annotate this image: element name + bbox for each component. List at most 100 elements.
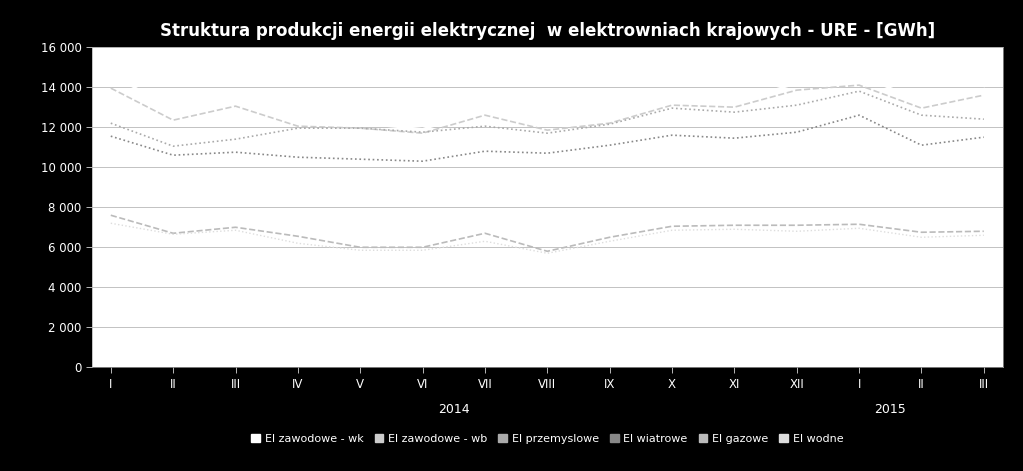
El wodne	[354, 247, 366, 253]
El gazowe	[541, 249, 553, 254]
El wodne	[104, 220, 117, 226]
El zawodowe - wb	[354, 125, 366, 131]
El wodne	[416, 247, 429, 253]
El wiatrowe	[167, 153, 179, 158]
Line: El gazowe: El gazowe	[110, 215, 984, 252]
El wiatrowe	[666, 132, 678, 138]
El wiatrowe	[978, 134, 990, 140]
El wodne	[541, 251, 553, 256]
El zawodowe - wk	[728, 99, 741, 105]
El zawodowe - wb	[104, 85, 117, 91]
El gazowe	[416, 244, 429, 250]
El wodne	[978, 233, 990, 238]
El gazowe	[292, 234, 304, 239]
El wodne	[728, 227, 741, 232]
El gazowe	[604, 235, 616, 240]
El wiatrowe	[916, 142, 928, 148]
El zawodowe - wb	[604, 120, 616, 126]
El wodne	[167, 231, 179, 237]
El zawodowe - wb	[416, 130, 429, 136]
El zawodowe - wk	[292, 119, 304, 125]
El gazowe	[791, 222, 803, 228]
El wodne	[853, 226, 865, 231]
Text: 2014: 2014	[438, 404, 470, 416]
El zawodowe - wb	[666, 102, 678, 108]
El zawodowe - wk	[853, 73, 865, 78]
El gazowe	[666, 223, 678, 229]
El przemyslowe	[416, 130, 429, 135]
El zawodowe - wk	[104, 71, 117, 77]
El zawodowe - wk	[916, 98, 928, 104]
El przemyslowe	[791, 102, 803, 108]
El przemyslowe	[479, 123, 491, 129]
El gazowe	[479, 230, 491, 236]
El gazowe	[728, 222, 741, 228]
El wodne	[666, 227, 678, 233]
Line: El wodne: El wodne	[110, 223, 984, 253]
El wodne	[916, 235, 928, 240]
El zawodowe - wk	[541, 122, 553, 128]
El zawodowe - wk	[791, 80, 803, 86]
El zawodowe - wb	[292, 123, 304, 129]
El wiatrowe	[853, 112, 865, 118]
Legend: El zawodowe - wk, El zawodowe - wb, El przemyslowe, El wiatrowe, El gazowe, El w: El zawodowe - wk, El zawodowe - wb, El p…	[247, 429, 848, 448]
Title: Struktura produkcji energii elektrycznej  w elektrowniach krajowych - URE - [GWh: Struktura produkcji energii elektrycznej…	[160, 22, 935, 40]
El przemyslowe	[604, 122, 616, 127]
El zawodowe - wk	[354, 120, 366, 126]
El zawodowe - wk	[978, 86, 990, 92]
El wodne	[479, 238, 491, 244]
El zawodowe - wk	[229, 97, 241, 103]
El zawodowe - wk	[604, 114, 616, 120]
El zawodowe - wk	[666, 95, 678, 101]
El przemyslowe	[728, 109, 741, 115]
El przemyslowe	[104, 120, 117, 126]
El zawodowe - wb	[541, 127, 553, 133]
El wiatrowe	[292, 154, 304, 160]
El zawodowe - wk	[167, 106, 179, 112]
El przemyslowe	[229, 137, 241, 142]
El wodne	[604, 238, 616, 244]
El wiatrowe	[791, 130, 803, 135]
El przemyslowe	[916, 112, 928, 118]
El wiatrowe	[541, 150, 553, 156]
El gazowe	[167, 230, 179, 236]
El wodne	[292, 240, 304, 246]
El gazowe	[229, 225, 241, 230]
El wiatrowe	[604, 142, 616, 148]
El zawodowe - wk	[479, 107, 491, 113]
El zawodowe - wb	[978, 92, 990, 98]
El wiatrowe	[416, 158, 429, 164]
El przemyslowe	[354, 125, 366, 131]
Text: 2015: 2015	[875, 404, 906, 416]
El gazowe	[104, 212, 117, 218]
Line: El zawodowe - wk: El zawodowe - wk	[110, 74, 984, 129]
El wiatrowe	[479, 148, 491, 154]
El przemyslowe	[978, 116, 990, 122]
El zawodowe - wb	[853, 82, 865, 88]
El zawodowe - wb	[728, 104, 741, 110]
El gazowe	[978, 228, 990, 234]
El gazowe	[853, 221, 865, 227]
El zawodowe - wb	[916, 106, 928, 111]
El przemyslowe	[666, 106, 678, 111]
El przemyslowe	[167, 143, 179, 149]
Line: El przemyslowe: El przemyslowe	[110, 91, 984, 146]
El wiatrowe	[728, 135, 741, 141]
El wiatrowe	[354, 156, 366, 162]
El zawodowe - wk	[416, 126, 429, 132]
El przemyslowe	[541, 130, 553, 136]
El zawodowe - wb	[167, 117, 179, 123]
El wodne	[791, 228, 803, 234]
El zawodowe - wb	[229, 103, 241, 109]
El wiatrowe	[229, 149, 241, 155]
El gazowe	[354, 244, 366, 250]
El wodne	[229, 227, 241, 233]
El wiatrowe	[104, 133, 117, 139]
El przemyslowe	[292, 125, 304, 131]
El zawodowe - wb	[791, 87, 803, 93]
El gazowe	[916, 229, 928, 235]
Line: El zawodowe - wb: El zawodowe - wb	[110, 85, 984, 133]
El przemyslowe	[853, 88, 865, 94]
El zawodowe - wb	[479, 112, 491, 118]
Line: El wiatrowe: El wiatrowe	[110, 115, 984, 161]
